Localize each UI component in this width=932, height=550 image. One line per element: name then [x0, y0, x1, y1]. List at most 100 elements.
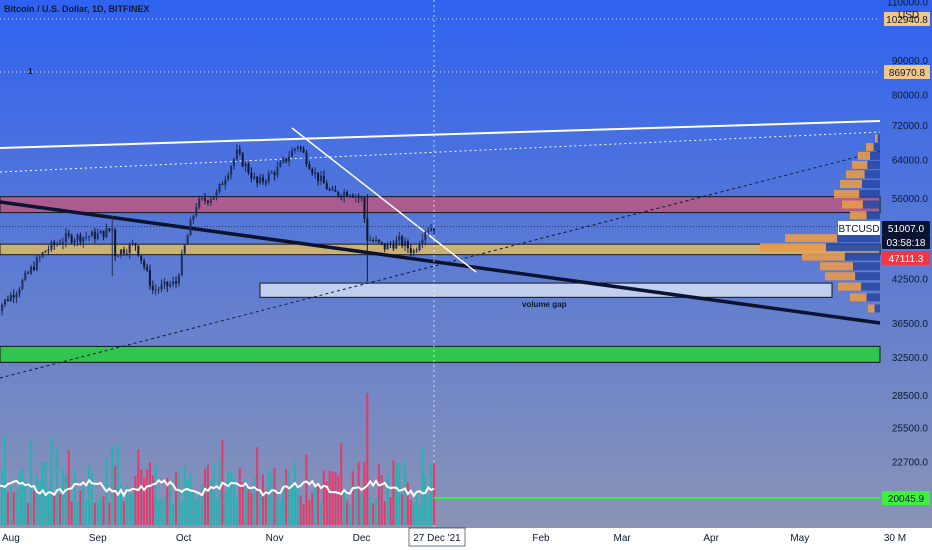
candle-body [276, 167, 279, 176]
candle-body [27, 272, 30, 274]
time-tick-label: Mar [614, 533, 632, 544]
candle-body [64, 233, 67, 243]
white-resistance-line [291, 127, 477, 273]
profile-bar-orange [785, 234, 838, 243]
volume-bar [12, 491, 15, 525]
candle-body [389, 243, 392, 245]
candle-body [322, 175, 325, 184]
candle-body [418, 244, 421, 251]
candle-body [12, 294, 15, 298]
volume-bar [235, 497, 238, 525]
chart-symbol: Bitcoin / U.S. Dollar, 1D, BITFINEX [4, 4, 150, 14]
price-tick-label: 110000.0 [887, 0, 928, 8]
volume-bar [90, 472, 93, 525]
candle-body [15, 294, 18, 298]
candle-body [6, 299, 9, 301]
candle-body [221, 183, 224, 185]
volume-bar [157, 499, 160, 525]
badge-corner-date: 30 M [884, 533, 906, 544]
candle-body [21, 279, 24, 290]
candle-body [114, 229, 117, 257]
badge-level-a: 47111.3 [889, 254, 924, 265]
volume-bar [395, 462, 398, 525]
volume-bar [61, 468, 64, 525]
profile-bar-orange [760, 243, 826, 252]
candle-body [157, 289, 160, 291]
price-tick-label: 80000.0 [892, 90, 929, 101]
candle-body [256, 176, 259, 184]
profile-bar-orange [850, 293, 867, 302]
volume-bar [192, 489, 195, 525]
candle-body [244, 163, 247, 167]
profile-bar-orange [838, 282, 862, 291]
volume-bar [50, 437, 53, 525]
volume-bar [343, 489, 346, 525]
candle-body [206, 200, 209, 203]
profile-bar-orange [840, 180, 862, 189]
volume-bar [64, 475, 67, 525]
volume-bar [290, 485, 293, 525]
volume-bar [119, 484, 122, 525]
candle-body [76, 234, 79, 241]
candle-body [18, 289, 21, 295]
candle-body [131, 243, 134, 245]
candle-body [392, 244, 395, 249]
price-tick-label: 22700.0 [892, 457, 929, 468]
candle-body [377, 239, 380, 242]
candle-body [56, 243, 59, 246]
profile-bar-orange [875, 134, 878, 143]
candle-body [230, 166, 233, 176]
volume-bar [212, 464, 215, 525]
volume-bar [253, 477, 256, 525]
candle-body [343, 192, 346, 198]
candle-body [122, 249, 125, 254]
profile-bar-blue [837, 234, 880, 243]
volume-bar [111, 445, 114, 525]
profile-bar-orange [834, 190, 860, 199]
volume-bar [32, 490, 36, 525]
volume-bar [203, 468, 207, 525]
candle-body [99, 230, 102, 234]
candle-body [372, 240, 375, 242]
candle-body [308, 164, 311, 170]
volume-bar [151, 475, 154, 525]
candle-body [337, 191, 340, 196]
candle-body [415, 250, 418, 252]
profile-bar-blue [826, 243, 880, 252]
volume-ma-line [0, 478, 435, 498]
volume-bar [256, 447, 259, 525]
candle-body [354, 196, 357, 198]
volume-bar [401, 494, 404, 525]
candle-body [293, 148, 296, 151]
volume-bar [227, 471, 230, 525]
candle-body [151, 285, 154, 291]
candle-body [209, 199, 212, 203]
volume-bar [137, 449, 140, 525]
zone-magenta [0, 196, 881, 214]
volume-bar [427, 495, 430, 525]
profile-bar-blue [853, 262, 880, 271]
volume-bar [430, 463, 433, 525]
volume-gap-label: volume gap [522, 300, 567, 309]
volume-bar [24, 480, 27, 525]
price-tick-label: 72000.0 [892, 121, 929, 132]
profile-bar-orange [825, 272, 856, 281]
candle-body [148, 269, 151, 286]
volume-bar [285, 468, 288, 525]
volume-bar [166, 478, 169, 525]
volume-bar [56, 446, 59, 525]
candle-body [102, 230, 105, 238]
date-cursor-frame [408, 527, 466, 547]
price-currency: USD [898, 10, 919, 21]
candle-body [325, 183, 328, 190]
time-axis-bar [0, 528, 932, 550]
price-tick-label: 90000.0 [892, 56, 929, 67]
candle-body [386, 243, 389, 250]
volume-bar [134, 476, 137, 525]
badge-last-price-bg [882, 221, 930, 235]
candle-body [85, 236, 88, 238]
candle-body [1, 304, 4, 311]
candle-body [198, 198, 201, 208]
candle-body [88, 236, 91, 238]
